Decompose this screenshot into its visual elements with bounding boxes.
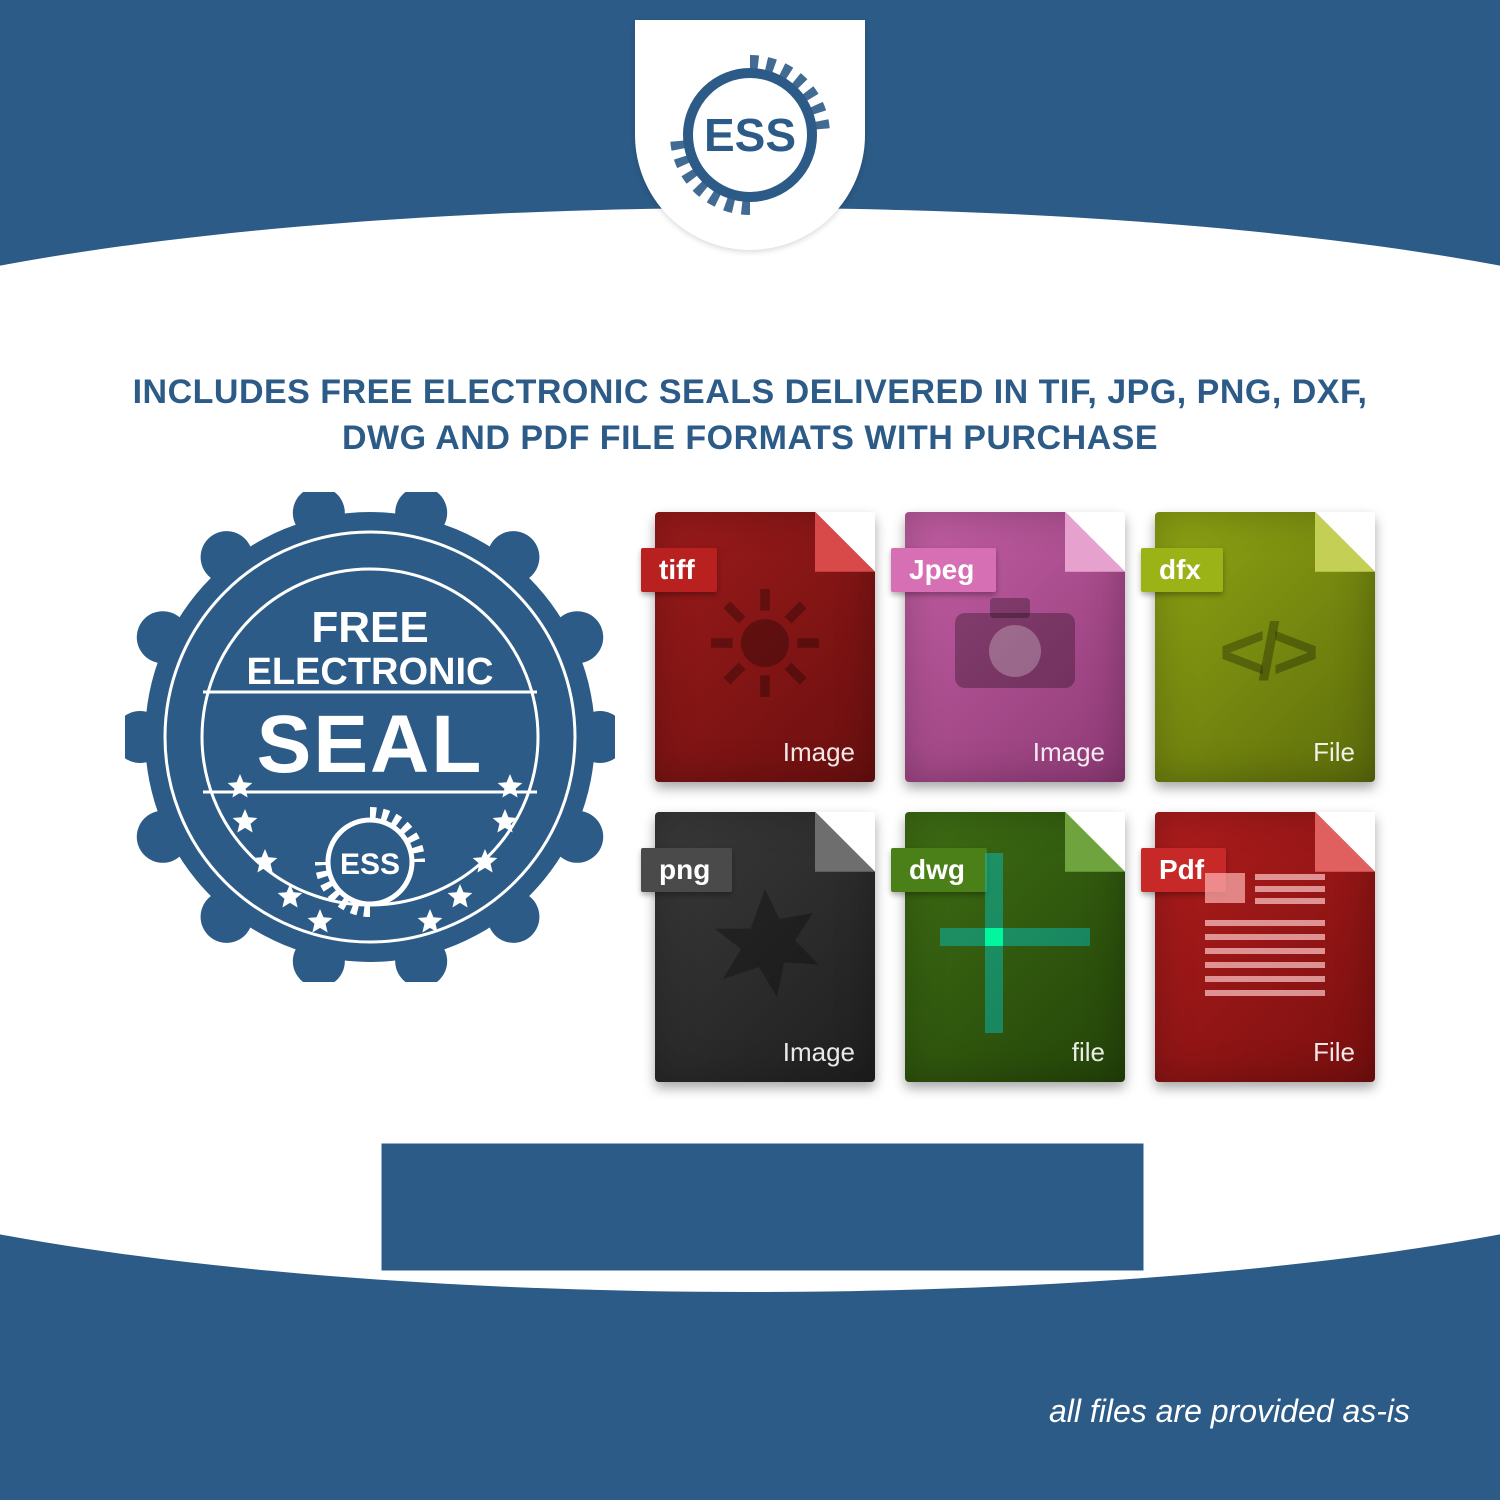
- file-icon-dwg: dwg file: [905, 812, 1125, 1082]
- file-tab-label: dfx: [1141, 548, 1223, 592]
- file-glyph-icon: [1195, 863, 1335, 1041]
- footer-disclaimer: all files are provided as-is: [1049, 1393, 1410, 1430]
- logo-text: ESS: [704, 109, 796, 161]
- headline-text: INCLUDES FREE ELECTRONIC SEALS DELIVERED…: [0, 370, 1500, 492]
- ess-gear-logo-icon: ESS: [670, 55, 830, 215]
- file-format-grid: tiff Image Jpeg Image dfx </> File png I…: [655, 512, 1375, 1082]
- file-icon-pdf: Pdf File: [1155, 812, 1375, 1082]
- file-glyph-icon: [705, 583, 825, 721]
- file-glyph-icon: [940, 853, 1090, 1051]
- file-caption: File: [1313, 1037, 1355, 1068]
- seal-line1: FREE: [311, 603, 428, 652]
- file-icon-png: png Image: [655, 812, 875, 1082]
- seal-line3: SEAL: [257, 699, 484, 790]
- free-electronic-seal-badge: FREE ELECTRONIC SEAL ESS: [125, 492, 615, 982]
- file-caption: Image: [783, 1037, 855, 1068]
- file-caption: Image: [1033, 737, 1105, 768]
- file-icon-jpeg: Jpeg Image: [905, 512, 1125, 782]
- file-glyph-icon: </>: [1219, 612, 1311, 692]
- file-icon-dfx: dfx </> File: [1155, 512, 1375, 782]
- file-tab-label: Jpeg: [891, 548, 996, 592]
- file-glyph-icon: [705, 883, 825, 1021]
- main-row: FREE ELECTRONIC SEAL ESS tiff Image Jpeg: [0, 492, 1500, 1082]
- file-caption: file: [1072, 1037, 1105, 1068]
- seal-line2: ELECTRONIC: [247, 651, 494, 693]
- file-icon-tiff: tiff Image: [655, 512, 875, 782]
- logo-shield: ESS: [635, 20, 865, 250]
- file-caption: File: [1313, 737, 1355, 768]
- seal-subtext: ESS: [340, 848, 400, 881]
- file-caption: Image: [783, 737, 855, 768]
- file-glyph-icon: [950, 593, 1080, 711]
- content-area: INCLUDES FREE ELECTRONIC SEALS DELIVERED…: [0, 370, 1500, 1082]
